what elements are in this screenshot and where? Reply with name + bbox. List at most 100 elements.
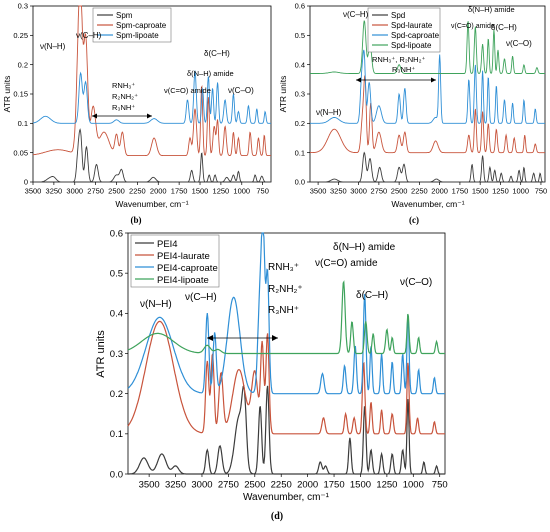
panel-d-annotation-delta-nh-amide: δ(N–H) amide (333, 242, 396, 253)
panel-c-legend-label-spd-lipoate: Spd-lipoate (391, 41, 432, 50)
panel-d-legend-label-pei4: PEI4 (157, 239, 178, 250)
panel-b-xtick-label: 3250 (46, 187, 63, 196)
panel-c-annotation-delta-ch: δ(C–H) (491, 23, 517, 32)
panel-c-annotation-nu-co-amide: ν(C=O) amide (451, 23, 495, 30)
panel-c-xtick-label: 2750 (371, 187, 388, 196)
panel-d-legend-label-pei4-lipoate: PEI4-lipoate (157, 275, 209, 286)
panel-d-annotation-rnh3: RNH₃⁺ (268, 262, 299, 273)
panel-b-legend: Spm Spm-caproate Spm-lipoate (92, 7, 172, 43)
panel-d-legend-box (130, 234, 220, 288)
panel-d-xtick-label: 3500 (139, 480, 160, 491)
panel-d-series-line-pei4-caproate (127, 232, 445, 395)
panel-b-xtick-label: 2500 (108, 187, 125, 196)
panel-c-xtick-label: 3250 (330, 187, 347, 196)
panel-d-xtick-label: 3250 (165, 480, 186, 491)
panel-c-double-arrow (356, 77, 436, 83)
panel-b-legend-label-spm: Spm (116, 11, 133, 20)
panel-b-annotation-delta-ch: δ(C–H) (204, 49, 230, 58)
panel-b-xtick-label: 1250 (213, 187, 230, 196)
panel-c-annotation-nu-co: ν(C–O) (506, 39, 532, 48)
panel-b-ytick-label: 0.3 (18, 2, 28, 11)
panel-c-xtick-label: 1750 (452, 187, 469, 196)
panel-b-annotation-r2nh2: R₂NH₂⁺ (112, 92, 138, 101)
panel-b-chart: ATR units Wavenumber, cm⁻¹ (b) Spm Spm-c… (2, 2, 272, 225)
panel-d-legend-label-pei4-caproate: PEI4-caproate (157, 263, 218, 274)
panel-b-annotation-rnh3: RNH₃⁺ (112, 81, 135, 90)
panel-d-series-line-pei4-lipoate (127, 280, 445, 355)
panel-d-axes: 3500 3250 3000 2750 2500 2250 2000 1750 1500 1250… (110, 228, 448, 490)
panel-c-legend-label-spd-laurate: Spd-laurate (391, 21, 433, 30)
panel-c-ylabel: ATR units (278, 76, 288, 113)
panel-c-annotation-nu-ch: ν(C–H) (343, 10, 369, 19)
panel-c-xlabel: Wavenumber, cm⁻¹ (391, 199, 464, 209)
panel-b-series-group (32, 5, 271, 183)
panel-d-xtick-label: 2500 (244, 480, 265, 491)
panel-d-annotation-nu-co: ν(C–O) (400, 277, 432, 288)
panel-d-double-arrow (207, 335, 278, 341)
panel-c-ytick-label: 0.5 (295, 31, 305, 40)
panel-d-series-group (127, 232, 445, 475)
panel-d-caption: (d) (271, 511, 283, 522)
panel-d-xtick-label: 1750 (323, 480, 344, 491)
panel-d-annotation-delta-ch: δ(C–H) (356, 290, 388, 301)
panel-c-annotation-nu-nh: ν(N–H) (316, 108, 342, 117)
panel-b-ytick-label: 0.05 (13, 148, 28, 157)
panel-c-annotation-delta-nh-amide: δ(N–H) amide (468, 5, 515, 14)
panel-d-xtick-label: 1000 (403, 480, 424, 491)
panel-c-ytick-label: 0.3 (295, 90, 305, 99)
panel-d-ytick-label: 0.5 (110, 268, 123, 279)
panel-c-xtick-label: 2500 (391, 187, 408, 196)
panel-b-caption: (b) (131, 215, 142, 225)
panel-d-annotation-r3nh: R₃NH⁺ (268, 305, 299, 316)
panel-b-annotation-nu-nh: ν(N–H) (40, 42, 66, 51)
panel-b-annotation-r3nh: R₃NH⁺ (112, 103, 135, 112)
panel-b-series-line-spm-lipoate (32, 70, 271, 124)
panel-b-xtick-label: 1750 (171, 187, 188, 196)
panel-b-annotation-nu-co: ν(C–O) (228, 86, 254, 95)
panel-d-xtick-label: 2750 (218, 480, 239, 491)
panel-d-xtick-label: 1250 (376, 480, 397, 491)
panel-d-ylabel: ATR units (95, 330, 107, 378)
panel-c-xtick-label: 2000 (431, 187, 448, 196)
panel-b-xtick-label: 1000 (233, 187, 250, 196)
panel-c-xtick-label: 1500 (472, 187, 489, 196)
panel-d-annotation-r2nh2: R₂NH₂⁺ (268, 284, 303, 295)
panel-d-ytick-label: 0.3 (110, 349, 123, 360)
panel-c-ytick-label: 0.4 (295, 60, 305, 69)
panel-c-axes: 3500 3250 3000 2750 2500 2250 2000 1750 1500 1250… (295, 2, 548, 196)
panel-b-legend-label-spm-caproate: Spm-caproate (116, 21, 167, 30)
panel-d-xtick-label: 3000 (191, 480, 212, 491)
panel-c-legend-label-spd: Spd (391, 11, 405, 20)
panel-b-xtick-label: 1500 (192, 187, 209, 196)
panel-b-xtick-label: 3000 (66, 187, 83, 196)
panel-b-xtick-label: 2750 (87, 187, 104, 196)
panel-b-annotation-nu-ch: ν(C–H) (76, 31, 102, 40)
panel-b-ytick-label: 0.15 (13, 90, 28, 99)
panel-d-series-line-pei4 (128, 384, 445, 475)
panel-b-ytick-label: 0.1 (18, 119, 28, 128)
panel-b-xtick-label: 3500 (25, 187, 42, 196)
panel-c-chart: ATR units Wavenumber, cm⁻¹ (c) Spd Spd-l… (278, 2, 547, 225)
panel-c-series-line-spd-caproate (310, 49, 545, 124)
panel-d-ytick-label: 0.4 (110, 309, 123, 320)
panel-c-annotation-rnh3-r2nh2: RNH₃⁺, R₂NH₂⁺ (372, 55, 426, 64)
panel-c-series-line-spd-laurate (310, 75, 545, 154)
panel-d-annotation-nu-nh: ν(N–H) (140, 299, 172, 310)
panel-b-ylabel: ATR units (2, 76, 12, 113)
panel-d-legend: PEI4 PEI4-laurate PEI4-caproate PEI4-lip… (130, 234, 220, 288)
panel-b-xtick-label: 2250 (129, 187, 146, 196)
panel-c-xtick-label: 1250 (492, 187, 509, 196)
panel-d-xtick-label: 2250 (271, 480, 292, 491)
panel-c-series-line-spd-lipoate (310, 20, 545, 74)
panel-b-axes: 3500 3250 3000 2750 2500 2250 2000 1750 1500 1250… (13, 2, 269, 196)
panel-b-xtick-label: 2000 (150, 187, 167, 196)
panel-c-xtick-label: 1000 (512, 187, 529, 196)
panel-c-ytick-label: 0.2 (295, 119, 305, 128)
panel-b-legend-label-spm-lipoate: Spm-lipoate (116, 31, 159, 40)
panel-d-annotation-nu-ch: ν(C–H) (185, 292, 217, 303)
panel-d-ytick-label: 0.1 (110, 429, 123, 440)
panel-c-xtick-label: 3000 (350, 187, 367, 196)
panel-c-xtick-label: 750 (535, 187, 548, 196)
panel-b-series-line-spm-caproate (32, 5, 271, 157)
panel-d-ytick-label: 0.6 (110, 228, 123, 239)
